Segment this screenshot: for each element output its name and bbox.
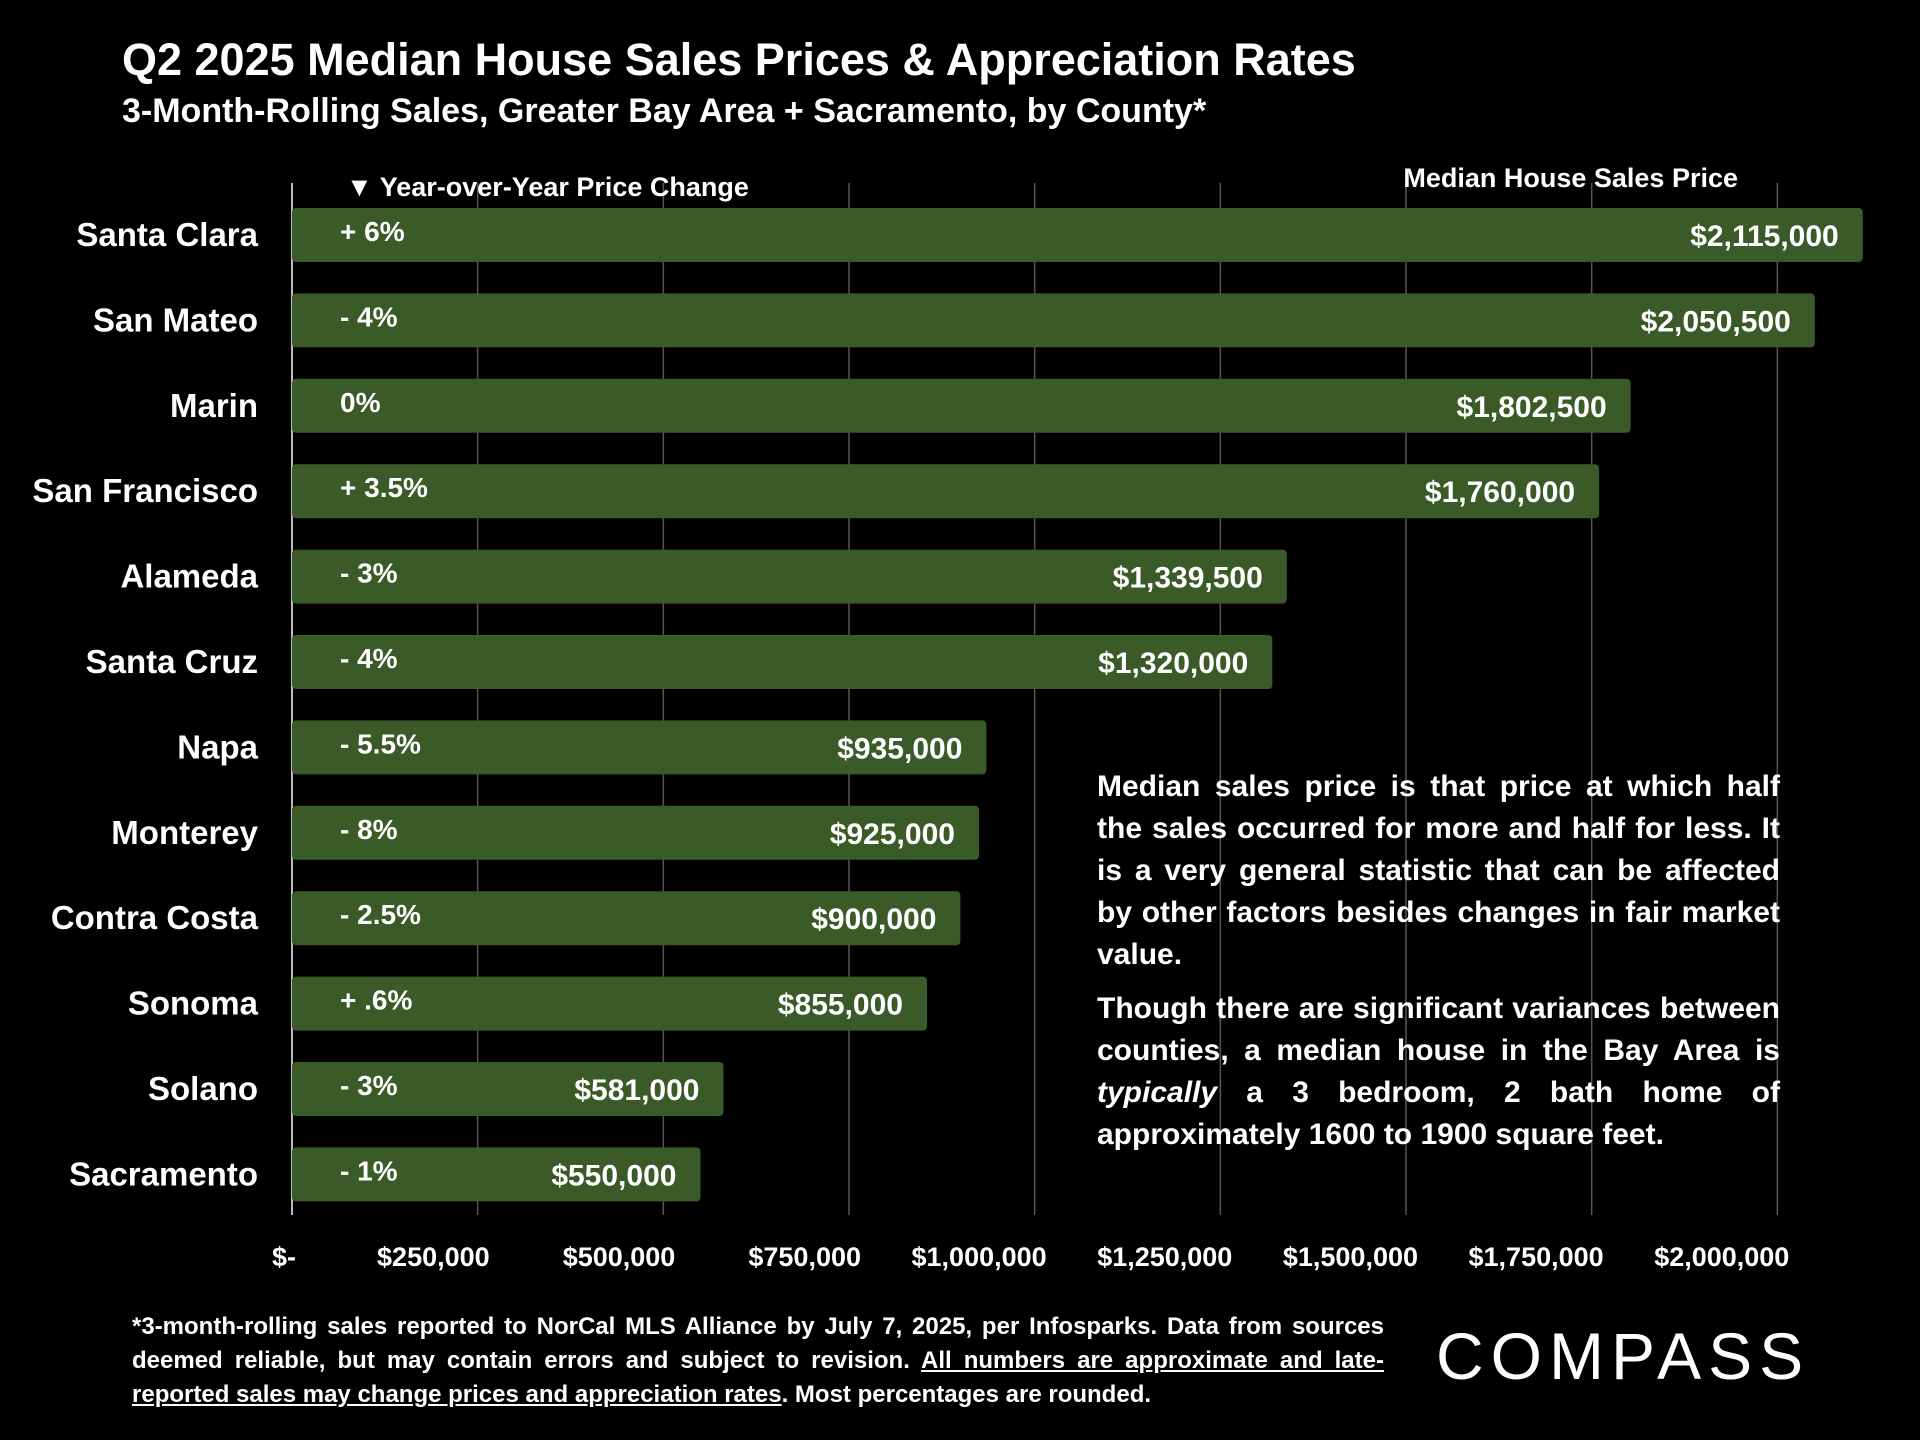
- bar: [292, 208, 1863, 262]
- bar: [292, 378, 1631, 433]
- note-text: Though there are significant variances b…: [1097, 992, 1780, 1067]
- category-label: San Francisco: [32, 472, 258, 509]
- footnote-underlined: All numbers are approximate and late-rep…: [132, 1347, 1384, 1408]
- gridlines: [291, 183, 1779, 1215]
- value-label: $1,320,000: [1098, 647, 1248, 680]
- note-paragraph-1: Median sales price is that price at whic…: [1097, 770, 1780, 971]
- value-label: $855,000: [778, 989, 903, 1022]
- category-label: Alameda: [120, 558, 258, 595]
- category-labels: Santa Clara San Mateo Marin San Francisco Al…: [32, 216, 258, 1192]
- yoy-label: + .6%: [340, 985, 412, 1016]
- explanatory-note: Median sales price is that price at whic…: [1097, 766, 1780, 1168]
- yoy-label: - 8%: [340, 814, 398, 845]
- bar: [292, 891, 961, 946]
- yoy-label: - 2.5%: [340, 899, 421, 930]
- category-label: Marin: [170, 387, 258, 424]
- note-paragraph-2: Though there are significant variances b…: [1097, 988, 1780, 1156]
- bars: $2,115,000 + 6% $2,050,500 - 4% $1,802,500 0%…: [292, 208, 1863, 1202]
- x-tick-label: $750,000: [748, 1242, 861, 1272]
- category-label: Santa Cruz: [86, 643, 258, 680]
- yoy-label: - 3%: [340, 558, 398, 589]
- yoy-label: - 4%: [340, 301, 398, 332]
- value-label: $550,000: [551, 1159, 676, 1192]
- yoy-label: + 3.5%: [340, 472, 428, 503]
- value-label: $1,802,500: [1457, 391, 1607, 424]
- x-tick-label: $500,000: [563, 1242, 676, 1272]
- bar: [292, 720, 987, 775]
- note-text: a 3 bedroom, 2 bath home of approximatel…: [1097, 1076, 1780, 1151]
- bar: [292, 1147, 701, 1202]
- value-label: $581,000: [574, 1074, 699, 1107]
- yoy-label: 0%: [340, 387, 381, 418]
- category-label: Solano: [148, 1070, 258, 1107]
- category-label: Sonoma: [128, 985, 259, 1022]
- value-label: $1,760,000: [1425, 476, 1575, 509]
- category-label: San Mateo: [93, 301, 258, 338]
- yoy-label: - 4%: [340, 643, 398, 674]
- value-label: $900,000: [811, 903, 936, 936]
- bar: [292, 293, 1815, 348]
- yoy-header: ▼ Year-over-Year Price Change: [346, 172, 749, 202]
- footnote-text: . Most percentages are rounded.: [781, 1381, 1152, 1408]
- footnote-text: *3-month-rolling sales reported to NorCa…: [132, 1313, 1384, 1374]
- price-header: Median House Sales Price: [1403, 163, 1738, 193]
- category-label: Santa Clara: [76, 216, 258, 253]
- value-label: $2,050,500: [1641, 305, 1791, 338]
- yoy-label: + 6%: [340, 216, 405, 247]
- bar: [292, 464, 1600, 519]
- note-italic: typically: [1097, 1076, 1218, 1109]
- bar: [292, 635, 1273, 689]
- value-label: $925,000: [830, 818, 955, 851]
- x-tick-labels: $- $250,000 $500,000 $750,000 $1,000,000 $1,2…: [272, 1242, 1789, 1272]
- bar: [292, 549, 1287, 604]
- category-label: Contra Costa: [51, 899, 259, 936]
- footnote: *3-month-rolling sales reported to NorCa…: [132, 1310, 1384, 1412]
- x-tick-label: $-: [272, 1242, 296, 1272]
- yoy-label: - 5.5%: [340, 728, 421, 759]
- bar: [292, 805, 979, 860]
- chart-subtitle: 3-Month-Rolling Sales, Greater Bay Area …: [122, 92, 1207, 130]
- category-label: Napa: [177, 728, 258, 765]
- chart-title: Q2 2025 Median House Sales Prices & Appr…: [122, 34, 1356, 85]
- compass-logo: COMPASS: [1436, 1319, 1811, 1393]
- x-tick-label: $1,500,000: [1283, 1242, 1418, 1272]
- value-label: $2,115,000: [1690, 220, 1839, 253]
- bar: [292, 976, 927, 1031]
- x-tick-label: $1,250,000: [1097, 1242, 1232, 1272]
- bar: [292, 1062, 724, 1116]
- category-label: Monterey: [111, 814, 258, 851]
- value-label: $935,000: [837, 732, 962, 765]
- x-tick-label: $250,000: [377, 1242, 490, 1272]
- x-tick-label: $2,000,000: [1654, 1242, 1789, 1272]
- yoy-label: - 1%: [340, 1155, 398, 1186]
- bar-chart: $2,115,000 + 6% $2,050,500 - 4% $1,802,500 0%…: [32, 163, 1863, 1272]
- value-label: $1,339,500: [1113, 562, 1263, 595]
- yoy-label: - 3%: [340, 1070, 398, 1101]
- x-tick-label: $1,000,000: [912, 1242, 1047, 1272]
- category-label: Sacramento: [69, 1155, 258, 1192]
- x-tick-label: $1,750,000: [1469, 1242, 1604, 1272]
